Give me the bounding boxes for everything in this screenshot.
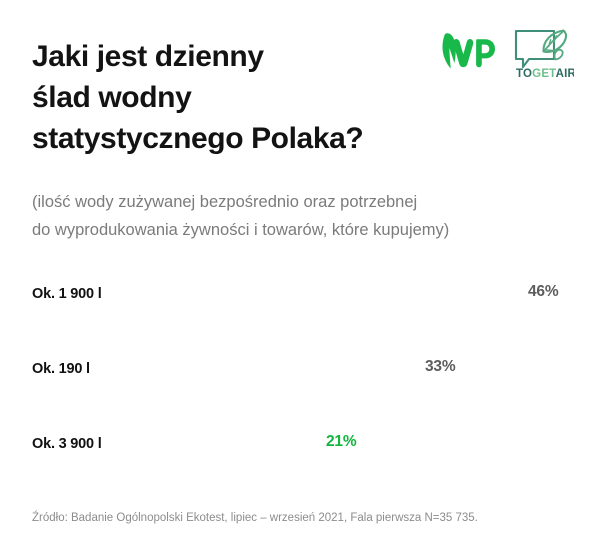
togetair-text-get: GET — [532, 68, 556, 80]
bar-track — [141, 435, 584, 469]
bar-track — [141, 285, 584, 319]
source-note: Źródło: Badanie Ogólnopolski Ekotest, li… — [32, 512, 478, 524]
bar-category-label: Ok. 1 900 l — [32, 286, 102, 302]
table-row: Ok. 190 l 33% — [0, 347, 600, 422]
togetair-text-to: TO — [516, 68, 532, 80]
table-row: Ok. 1 900 l 46% — [0, 272, 600, 347]
headline-line-2: ślad wodny — [32, 81, 192, 114]
page-subtitle: (ilość wody zużywanej bezpośrednio oraz … — [32, 188, 572, 244]
wp-logo — [440, 28, 496, 70]
bar-track — [141, 360, 584, 394]
bar-value-label: 21% — [326, 433, 357, 450]
logo-group: TOGETAIR — [440, 28, 574, 82]
bar-category-label: Ok. 190 l — [32, 361, 90, 377]
headline-line-3: statystycznego Polaka? — [32, 122, 364, 155]
bar-category-label: Ok. 3 900 l — [32, 436, 102, 452]
headline-line-1: Jaki jest dzienny — [32, 40, 264, 73]
svg-text:TOGETAIR: TOGETAIR — [516, 68, 574, 80]
togetair-logo: TOGETAIR — [512, 28, 574, 82]
subtitle-line-1: (ilość wody zużywanej bezpośrednio oraz … — [32, 193, 418, 211]
page-title: Jaki jest dzienny ślad wodny statystyczn… — [32, 36, 432, 159]
table-row: Ok. 3 900 l 21% — [0, 422, 600, 497]
bar-value-label: 33% — [425, 358, 456, 375]
bar-chart: Ok. 1 900 l 46% Ok. 190 l 33% Ok. 3 900 … — [0, 272, 600, 497]
togetair-text-air: AIR — [556, 68, 574, 80]
subtitle-line-2: do wyprodukowania żywności i towarów, kt… — [32, 221, 450, 239]
bar-value-label: 46% — [528, 283, 559, 300]
